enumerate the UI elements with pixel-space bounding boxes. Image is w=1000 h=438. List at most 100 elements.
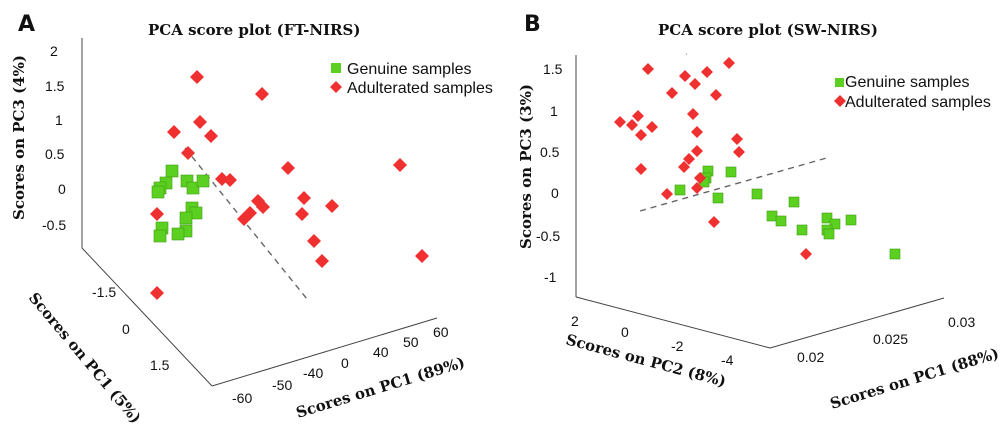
genuine-sample-point: [712, 192, 724, 204]
genuine-sample-point: [196, 174, 210, 188]
panel-a-x-ticks: -60 -50 -40 0 40 50 60: [232, 324, 449, 406]
adulterated-sample-point: [256, 200, 270, 214]
panel-a-letter: A: [18, 12, 35, 37]
genuine-sample-point: [796, 224, 808, 236]
adulterated-sample-point: [415, 249, 429, 263]
genuine-sample-point: [821, 212, 833, 224]
panel-a-z-tick: 0.5: [45, 146, 65, 162]
genuine-sample-point: [823, 228, 835, 240]
genuine-sample-point: [751, 188, 763, 200]
adulterated-sample-point: [190, 70, 204, 84]
panel-b-x-ticks: 0.02 0.025 0.03: [797, 314, 975, 365]
adulterated-sample-point: [626, 119, 638, 131]
panel-b-depth-axis: [575, 296, 771, 349]
genuine-sample-point: [725, 166, 737, 178]
adulterated-sample-point: [731, 133, 743, 145]
panel-a-y-tick: 0: [122, 321, 130, 337]
legend-marker-adulterated: [834, 95, 846, 107]
adulterated-sample-point: [635, 129, 647, 141]
panel-a-y-tick: 1.5: [150, 357, 170, 373]
genuine-sample-point: [165, 164, 179, 178]
panel-b-z-tick: 1.5: [543, 61, 563, 77]
panel-b-z-tick: 0.5: [540, 144, 560, 160]
genuine-sample-point: [171, 227, 185, 241]
panel-b-x-tick: 0.02: [797, 349, 824, 365]
adulterated-sample-point: [687, 108, 699, 120]
panel-b-y-ticks: 2 0 -2 -4: [571, 313, 734, 368]
panel-b-z-tick: -0.5: [536, 228, 560, 244]
panel-b-x-tick: 0.03: [948, 314, 975, 330]
panel-a-x-tick: -60: [232, 390, 252, 406]
panel-a-z-tick: 1: [55, 112, 63, 128]
panel-a-depth-axis: [81, 247, 213, 387]
adulterated-sample-point: [666, 87, 678, 99]
genuine-sample-point: [766, 210, 778, 222]
panel-a-z-ticks: 2 1.5 1 0.5 0 -0.5: [42, 43, 66, 233]
panel-b-separation-line: [639, 156, 831, 212]
adulterated-sample-point: [181, 146, 195, 160]
panel-a-x-tick: 0: [341, 355, 349, 371]
panel-a-y-ticks: -1.5 0 1.5: [92, 284, 170, 373]
panel-a-x-tick: 40: [373, 344, 389, 360]
legend-label-adulterated: Adulterated samples: [845, 94, 991, 111]
panel-b-z-ticks: 1.5 1 0.5 0 -0.5 -1: [536, 61, 563, 285]
adulterated-sample-point: [223, 173, 237, 187]
adulterated-sample-point: [393, 158, 407, 172]
adulterated-sample-point: [167, 125, 181, 139]
adulterated-sample-point: [632, 110, 644, 122]
panel-b-z-tick: 1: [550, 103, 558, 119]
adulterated-sample-point: [691, 145, 703, 157]
genuine-sample-point: [674, 184, 686, 196]
adulterated-sample-point: [689, 78, 701, 90]
genuine-sample-point: [153, 229, 167, 243]
adulterated-sample-point: [614, 116, 626, 128]
panel-b-points: [614, 57, 901, 260]
panel-b-y-tick: -2: [671, 338, 684, 354]
genuine-sample-point: [889, 248, 901, 260]
adulterated-sample-point: [297, 191, 311, 205]
adulterated-sample-point: [701, 66, 713, 78]
panel-a-z-tick: 1.5: [45, 78, 65, 94]
panel-a-y-tick: -1.5: [92, 284, 116, 300]
panel-a-x-tick: 60: [433, 324, 449, 340]
adulterated-sample-point: [204, 129, 218, 143]
panel-b-z-axis-label: Scores on PC3 (3%): [517, 84, 535, 249]
panel-a-title: PCA score plot (FT-NIRS): [148, 21, 360, 39]
panel-a-x-tick: -40: [303, 365, 323, 381]
adulterated-sample-point: [733, 146, 745, 158]
panel-b-x-axis-label: Scores on PC1 (88%): [828, 344, 1000, 413]
adulterated-sample-point: [295, 207, 309, 221]
genuine-sample-point: [151, 185, 165, 199]
adulterated-sample-point: [315, 254, 329, 268]
adulterated-sample-point: [710, 89, 722, 101]
panel-b-legend: Genuine samples Adulterated samples: [834, 74, 991, 111]
panel-b-x-tick: 0.025: [873, 331, 908, 347]
panel-a-z-tick: 0: [58, 181, 66, 197]
adulterated-sample-point: [694, 172, 706, 184]
genuine-sample-point: [829, 218, 841, 230]
adulterated-sample-point: [150, 207, 164, 221]
adulterated-sample-point: [150, 286, 164, 300]
panel-a-horizontal-axis: [211, 317, 438, 387]
panel-b-z-tick: 0: [551, 185, 559, 201]
adulterated-sample-point: [325, 199, 339, 213]
adulterated-sample-point: [281, 161, 295, 175]
panel-a-z-tick: 2: [50, 43, 58, 59]
adulterated-sample-point: [691, 182, 703, 194]
panel-b-y-tick: 2: [571, 313, 579, 329]
legend-label-genuine: Genuine samples: [347, 61, 472, 78]
adulterated-sample-point: [193, 115, 207, 129]
legend-label-adulterated: Adulterated samples: [347, 80, 493, 97]
panel-a-legend: Genuine samples Adulterated samples: [330, 61, 493, 97]
adulterated-sample-point: [646, 121, 658, 133]
panel-a-x-tick: 50: [403, 334, 419, 350]
adulterated-sample-point: [708, 216, 720, 228]
genuine-sample-point: [775, 215, 787, 227]
genuine-sample-point: [179, 211, 193, 225]
legend-marker-genuine: [835, 78, 844, 87]
adulterated-sample-point: [723, 57, 735, 69]
adulterated-sample-point: [678, 161, 690, 173]
legend-marker-adulterated: [330, 81, 342, 93]
legend-label-genuine: Genuine samples: [845, 74, 970, 91]
genuine-sample-point: [845, 214, 857, 226]
